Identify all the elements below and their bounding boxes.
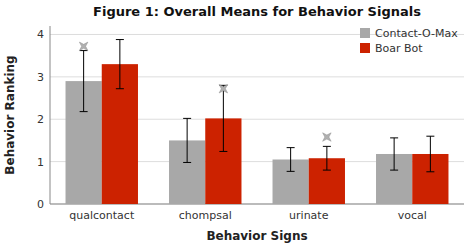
error-bar-cap bbox=[183, 118, 191, 119]
error-bar-stem bbox=[394, 138, 395, 170]
error-bar-cap bbox=[80, 111, 88, 112]
error-bar-cap bbox=[80, 50, 88, 51]
chart: 0 1 2 3 4 qualcontact chompsal urinate vocal Beha… bbox=[0, 0, 474, 252]
x-tick-label: chompsal bbox=[179, 209, 232, 222]
y-axis-line bbox=[50, 26, 51, 204]
title: Figure 1: Overall Means for Behavior Sig… bbox=[93, 4, 421, 19]
error-bar-stem bbox=[223, 85, 224, 151]
error-bar-cap bbox=[323, 170, 331, 171]
y-axis-label: Behavior Ranking bbox=[3, 55, 17, 174]
error-bar-cap bbox=[116, 88, 124, 89]
y-tick-label: 1 bbox=[37, 156, 44, 169]
legend-swatch bbox=[360, 28, 370, 38]
legend-swatch bbox=[360, 43, 370, 53]
star-marker bbox=[323, 133, 331, 141]
error-bar-cap bbox=[426, 136, 434, 137]
y-tick-label: 0 bbox=[37, 198, 44, 211]
error-bar bbox=[183, 118, 191, 162]
x-tick-label: qualcontact bbox=[69, 209, 135, 222]
y-tick-label: 3 bbox=[37, 71, 44, 84]
error-bar-cap bbox=[390, 170, 398, 171]
error-bar-cap bbox=[219, 151, 227, 152]
plot-area bbox=[66, 40, 449, 204]
x-tick-label: vocal bbox=[398, 209, 427, 222]
star-marker bbox=[219, 84, 227, 92]
y-tick-label: 4 bbox=[37, 28, 44, 41]
legend: Contact-O-Max Boar Bot bbox=[360, 27, 458, 55]
error-bar-cap bbox=[183, 162, 191, 163]
star-marker bbox=[79, 42, 87, 50]
error-bar bbox=[323, 146, 331, 170]
error-bar-stem bbox=[326, 146, 327, 170]
x-tick-label: urinate bbox=[289, 209, 329, 222]
error-bar-cap bbox=[116, 39, 124, 40]
error-bar-stem bbox=[119, 40, 120, 89]
error-bar-cap bbox=[426, 171, 434, 172]
x-axis-label: Behavior Signs bbox=[206, 229, 307, 243]
legend-label: Boar Bot bbox=[375, 42, 423, 55]
error-bar-cap bbox=[287, 171, 295, 172]
y-tick-label: 2 bbox=[37, 113, 44, 126]
error-bar-stem bbox=[83, 51, 84, 112]
error-bar bbox=[219, 85, 227, 151]
error-bar-stem bbox=[430, 136, 431, 172]
error-bar-cap bbox=[323, 146, 331, 147]
error-bar bbox=[287, 148, 295, 172]
legend-label: Contact-O-Max bbox=[375, 27, 458, 40]
error-bar-cap bbox=[390, 137, 398, 138]
error-bar bbox=[390, 138, 398, 170]
error-bar-stem bbox=[290, 148, 291, 172]
error-bar bbox=[116, 40, 124, 89]
error-bar bbox=[426, 136, 434, 172]
error-bar-stem bbox=[187, 118, 188, 162]
error-bar-cap bbox=[287, 147, 295, 148]
error-bar bbox=[80, 51, 88, 112]
